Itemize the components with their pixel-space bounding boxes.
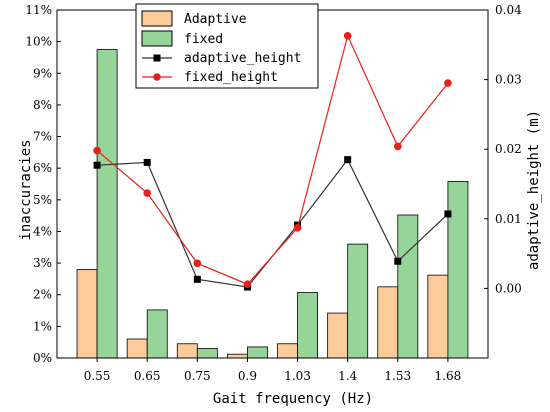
x-axis-title: Gait frequency (Hz) — [213, 391, 373, 407]
legend-marker-fixed-height — [153, 73, 161, 81]
bar-fixed-1.53 — [397, 214, 419, 359]
y-left-tick-label: 10% — [25, 35, 52, 49]
line-fixed_height — [96, 33, 449, 285]
point-fixed_height-1.03 — [293, 224, 302, 232]
bar-layer — [76, 49, 469, 359]
bar-fixed-1.03 — [297, 292, 319, 359]
y-left-tick-label: 2% — [33, 288, 52, 302]
x-tick-label: 1.68 — [435, 369, 462, 383]
point-fixed_height-1.53 — [393, 142, 402, 151]
y-right-tick-label: 0.01 — [495, 212, 522, 226]
x-tick-label: 1.4 — [338, 369, 357, 383]
point-fixed_height-0.65 — [143, 189, 152, 197]
legend-label-adaptive: Adaptive — [184, 12, 247, 27]
point-fixed_height-0.75 — [193, 259, 202, 268]
y-left-tick-label: 7% — [33, 130, 52, 144]
legend: Adaptive fixed adaptive_height fixed_hei… — [135, 3, 319, 89]
point-adaptive_height-0.65 — [143, 158, 151, 166]
bar-fixed-0.55 — [96, 49, 118, 359]
y-left-tick-label: 6% — [33, 161, 52, 175]
line-layer — [93, 31, 452, 291]
y-left-tick-label: 0% — [33, 351, 52, 365]
bar-adaptive-1.4 — [327, 312, 349, 359]
axes-layer: 0% 1% 2% 3% 4% 5% 6% 7% 8% 9% 10% 11% 0.00 0.01 0.02 0.… — [25, 3, 522, 383]
bar-adaptive-1.03 — [277, 343, 298, 359]
x-tick-label: 0.9 — [238, 369, 257, 383]
y-left-tick-label: 11% — [25, 3, 52, 17]
x-tick-label: 0.55 — [84, 369, 111, 383]
y-left-tick-label: 4% — [33, 224, 52, 238]
bar-fixed-0.9 — [247, 346, 268, 359]
point-fixed_height-0.55 — [93, 146, 101, 155]
bar-adaptive-1.53 — [377, 286, 399, 359]
bar-adaptive-0.9 — [226, 353, 248, 359]
bar-adaptive-1.68 — [427, 274, 449, 359]
bar-adaptive-0.55 — [76, 269, 98, 359]
y-axis-left-title: inaccuracies — [18, 139, 34, 240]
x-tick-label: 1.03 — [284, 369, 311, 383]
y-left-tick-label: 1% — [33, 319, 52, 333]
bar-adaptive-0.65 — [126, 338, 148, 359]
point-adaptive_height-1.68 — [444, 210, 452, 218]
y-left-tick-label: 5% — [33, 193, 52, 207]
point-fixed_height-0.9 — [243, 280, 252, 289]
x-tick-label: 1.53 — [384, 369, 411, 383]
legend-label-adaptive-height: adaptive_height — [184, 51, 301, 66]
point-fixed_height-1.4 — [343, 31, 352, 40]
bar-fixed-1.4 — [347, 243, 369, 359]
line-adaptive_height — [97, 158, 449, 288]
point-adaptive_height-1.4 — [344, 156, 352, 164]
y-left-tick-label: 8% — [33, 98, 52, 112]
y-axis-right-title: adaptive_height (m) — [526, 110, 542, 270]
y-left-tick-label: 9% — [33, 66, 52, 80]
x-tick-label: 0.75 — [184, 369, 211, 383]
legend-swatch-adaptive — [141, 10, 173, 27]
legend-marker-adaptive-height — [153, 54, 161, 62]
point-adaptive_height-1.53 — [394, 257, 402, 265]
y-right-tick-label: 0.03 — [495, 73, 522, 87]
bar-fixed-0.75 — [196, 348, 218, 359]
bar-adaptive-0.75 — [176, 343, 198, 359]
y-right-tick-label: 0.04 — [495, 3, 522, 17]
y-left-tick-label: 3% — [33, 256, 52, 270]
bar-fixed-0.65 — [146, 309, 168, 359]
point-adaptive_height-0.55 — [93, 161, 101, 169]
y-right-tick-label: 0.00 — [495, 281, 522, 295]
legend-label-fixed-height: fixed_height — [184, 70, 278, 85]
y-right-tick-label: 0.02 — [495, 142, 522, 156]
legend-label-fixed: fixed — [184, 32, 223, 47]
x-tick-label: 0.65 — [134, 369, 161, 383]
point-adaptive_height-0.75 — [193, 275, 201, 283]
point-fixed_height-1.68 — [444, 79, 452, 87]
bar-fixed-1.68 — [447, 181, 469, 359]
legend-swatch-fixed — [141, 30, 173, 47]
